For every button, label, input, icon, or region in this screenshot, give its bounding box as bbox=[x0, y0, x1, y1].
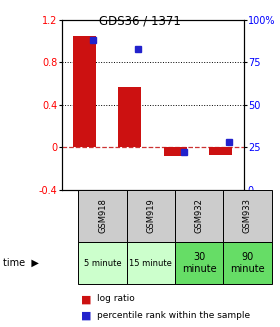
Text: GSM933: GSM933 bbox=[243, 198, 252, 233]
Text: GSM919: GSM919 bbox=[146, 198, 155, 233]
Bar bbox=[118, 87, 141, 147]
Text: ■: ■ bbox=[81, 294, 92, 304]
Text: 30
minute: 30 minute bbox=[182, 252, 216, 274]
Bar bbox=[209, 147, 232, 155]
Bar bbox=[164, 147, 187, 156]
Text: GDS36 / 1371: GDS36 / 1371 bbox=[99, 15, 181, 28]
Text: log ratio: log ratio bbox=[97, 294, 134, 303]
Text: percentile rank within the sample: percentile rank within the sample bbox=[97, 311, 250, 320]
Text: 90
minute: 90 minute bbox=[230, 252, 265, 274]
Text: GSM932: GSM932 bbox=[195, 198, 204, 233]
Bar bbox=[73, 36, 96, 147]
Text: 15 minute: 15 minute bbox=[129, 259, 172, 268]
Text: ■: ■ bbox=[81, 311, 92, 321]
Text: time  ▶: time ▶ bbox=[3, 258, 39, 268]
Text: 5 minute: 5 minute bbox=[84, 259, 121, 268]
Text: GSM918: GSM918 bbox=[98, 198, 107, 233]
